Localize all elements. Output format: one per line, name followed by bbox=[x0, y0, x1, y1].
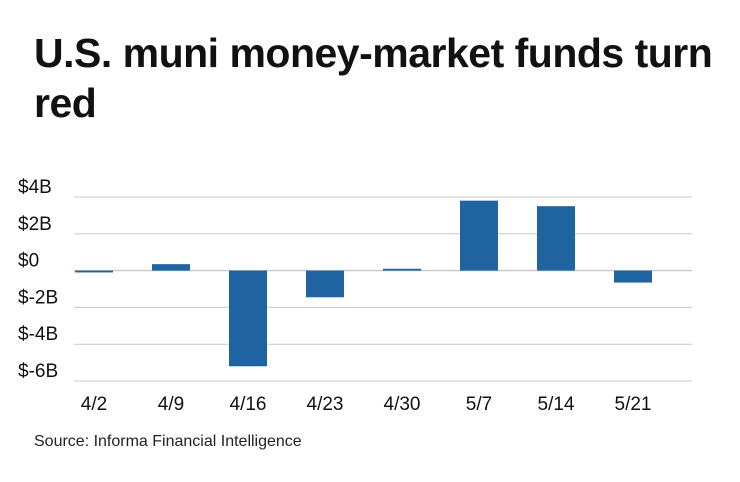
bar bbox=[229, 270, 267, 367]
x-tick-label: 5/7 bbox=[466, 394, 492, 415]
bar bbox=[614, 270, 652, 283]
bar bbox=[537, 206, 575, 271]
chart-title: U.S. muni money-market funds turn red bbox=[34, 30, 713, 126]
y-tick-label: $-4B bbox=[18, 324, 58, 345]
bar bbox=[152, 264, 190, 271]
bar bbox=[383, 268, 421, 271]
source-note: Source: Informa Financial Intelligence bbox=[34, 433, 302, 450]
bar bbox=[460, 200, 498, 271]
gridlines bbox=[74, 196, 692, 382]
y-axis-tick-labels: $4B $2B $0 $-2B $-4B $-6B bbox=[18, 177, 58, 382]
x-tick-label: 5/14 bbox=[538, 394, 575, 415]
y-tick-label: $2B bbox=[18, 214, 52, 235]
y-tick-label: $4B bbox=[18, 177, 52, 198]
x-tick-label: 4/23 bbox=[307, 394, 344, 415]
bars bbox=[75, 200, 652, 367]
y-tick-label: $-2B bbox=[18, 287, 58, 308]
x-tick-label: 4/16 bbox=[230, 394, 267, 415]
x-tick-label: 5/21 bbox=[615, 394, 652, 415]
x-tick-label: 4/30 bbox=[384, 394, 421, 415]
x-axis-tick-labels: 4/2 4/9 4/16 4/23 4/30 5/7 5/14 5/21 bbox=[81, 394, 652, 415]
bar bbox=[306, 270, 344, 298]
x-tick-label: 4/9 bbox=[158, 394, 184, 415]
x-tick-label: 4/2 bbox=[81, 394, 107, 415]
y-tick-label: $-6B bbox=[18, 361, 58, 382]
y-tick-label: $0 bbox=[18, 251, 39, 272]
bar bbox=[75, 270, 113, 273]
